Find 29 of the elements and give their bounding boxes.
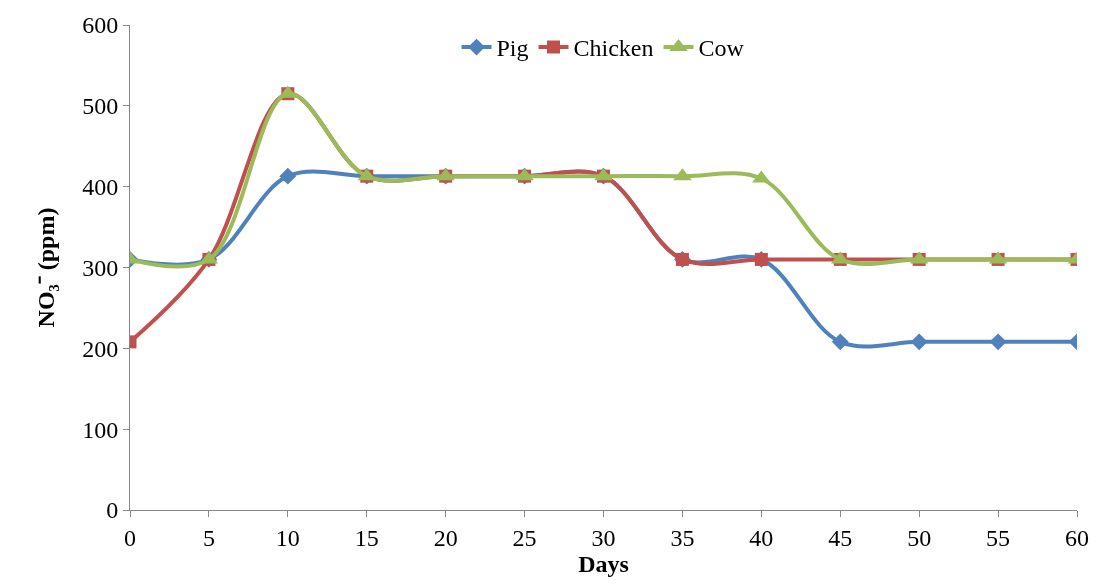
x-tick-label: 0 xyxy=(124,524,136,551)
y-tick-label: 500 xyxy=(82,93,119,120)
x-tick-label: 5 xyxy=(202,524,215,551)
y-tick-label: 100 xyxy=(82,416,119,443)
x-tick-label: 10 xyxy=(275,524,300,551)
y-tick-label: 300 xyxy=(82,254,119,281)
x-tick-label: 55 xyxy=(986,524,1011,551)
x-tick-label: 20 xyxy=(433,524,458,551)
y-tick-label: 600 xyxy=(82,12,119,39)
x-tick-label: 40 xyxy=(749,524,774,551)
point xyxy=(910,333,928,351)
x-tick-label: 60 xyxy=(1065,524,1089,551)
legend-label: Cow xyxy=(698,35,745,62)
point xyxy=(279,167,297,185)
x-tick-label: 45 xyxy=(828,524,853,551)
y-tick-label: 0 xyxy=(106,497,119,524)
y-axis-title: NO₃⁻ (ppm) xyxy=(33,207,60,328)
x-tick-label: 25 xyxy=(512,524,537,551)
point xyxy=(831,333,849,351)
y-tick-label: 200 xyxy=(82,335,119,362)
x-tick-label: 35 xyxy=(670,524,695,551)
y-tick-label: 400 xyxy=(82,174,119,201)
x-tick-label: 50 xyxy=(907,524,932,551)
x-axis-title: Days xyxy=(578,550,629,577)
point xyxy=(989,333,1007,351)
x-tick-label: 30 xyxy=(591,524,616,551)
x-tick-label: 15 xyxy=(354,524,379,551)
legend-label: Pig xyxy=(496,35,529,62)
legend-label: Chicken xyxy=(573,35,654,62)
